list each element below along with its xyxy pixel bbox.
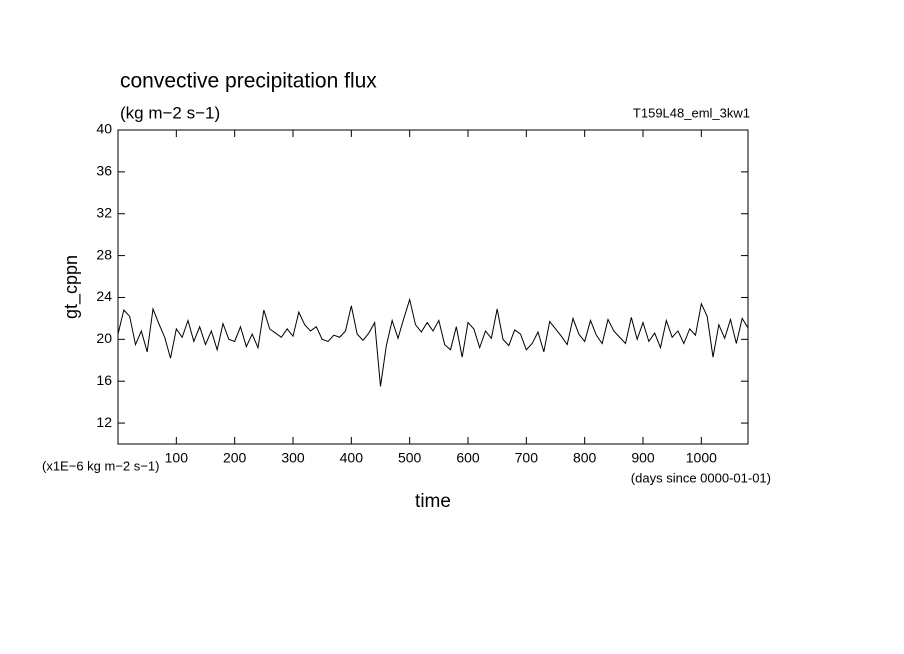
plot-frame: [117, 129, 749, 445]
x-tick-label: 200: [223, 450, 247, 466]
x-axis-label: time: [415, 491, 451, 512]
x-tick-label: 800: [573, 450, 597, 466]
y-tick-label: 32: [96, 204, 112, 220]
data-line: [117, 297, 749, 387]
y-tick-label: 20: [96, 330, 112, 346]
x-tick-label: 1000: [686, 450, 717, 466]
y-unit-label: (x1E−6 kg m−2 s−1): [42, 458, 159, 473]
x-tick-label: 600: [456, 450, 480, 466]
x-unit-label: (days since 0000-01-01): [631, 470, 771, 485]
x-tick-label: 300: [281, 450, 305, 466]
chart-title: convective precipitation flux: [120, 70, 377, 93]
chart-subtitle: (kg m−2 s−1): [120, 103, 220, 122]
y-tick-label: 28: [96, 246, 112, 262]
y-axis-label: gt_cppn: [61, 255, 82, 319]
y-tick-label: 12: [96, 414, 112, 430]
y-tick-label: 36: [96, 163, 112, 179]
y-tick-label: 24: [96, 288, 112, 304]
x-tick-label: 700: [515, 450, 539, 466]
run-label: T159L48_eml_3kw1: [633, 105, 750, 120]
y-tick-label: 16: [96, 372, 112, 388]
x-tick-label: 900: [631, 450, 655, 466]
y-tick-label: 40: [96, 121, 112, 137]
x-tick-label: 500: [398, 450, 422, 466]
x-tick-label: 400: [340, 450, 364, 466]
x-tick-label: 100: [165, 450, 189, 466]
